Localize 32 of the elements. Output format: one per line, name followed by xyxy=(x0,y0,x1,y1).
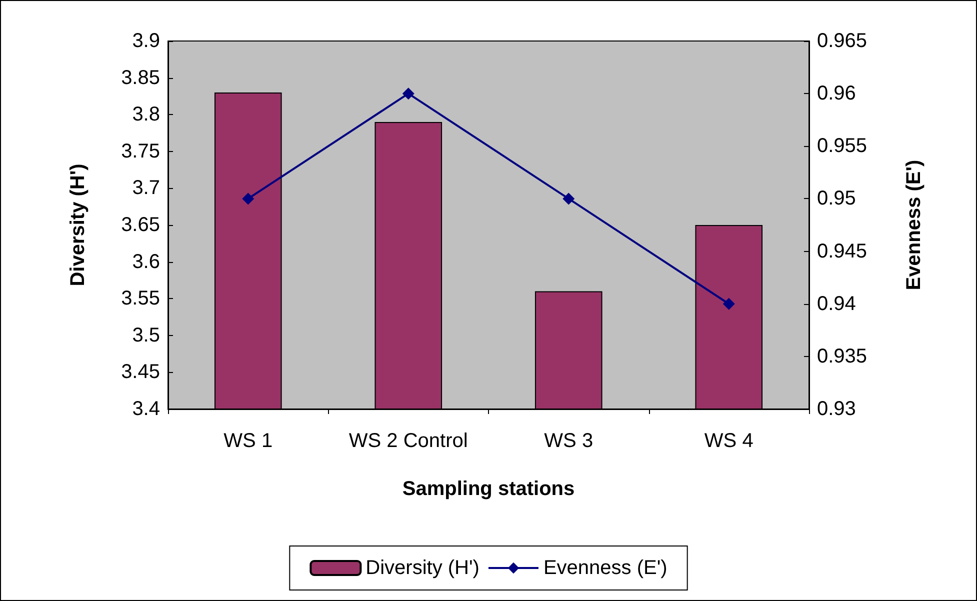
y2-tick-label: 0.94 xyxy=(817,292,856,315)
y-tick-label: 3.4 xyxy=(132,398,160,420)
y-tick-label: 3.55 xyxy=(121,288,160,310)
y2-axis-title: Evenness (E') xyxy=(903,160,925,290)
y-tick-label: 3.8 xyxy=(132,104,160,126)
y2-tick-label: 0.935 xyxy=(817,345,868,368)
y2-tick-label: 0.95 xyxy=(817,188,856,210)
x-axis-title: Sampling stations xyxy=(402,478,575,500)
y-tick-label: 3.85 xyxy=(121,66,160,89)
x-tick-label: WS 1 xyxy=(224,430,273,452)
point xyxy=(562,192,575,205)
y-tick-label: 3.6 xyxy=(132,250,160,273)
y-tick-label: 3.75 xyxy=(121,140,160,162)
y2-tick-label: 0.955 xyxy=(817,135,868,158)
x-tick-label: WS 2 Control xyxy=(348,430,468,452)
y-axis-title: Diversity (H') xyxy=(67,164,89,286)
legend-label: Evenness (E') xyxy=(543,557,668,579)
y2-tick-label: 0.96 xyxy=(817,82,856,105)
x-tick-label: WS 4 xyxy=(704,430,754,452)
y-tick-label: 3.7 xyxy=(132,177,160,200)
y2-tick-label: 0.93 xyxy=(817,398,856,420)
y2-tick-label: 0.965 xyxy=(817,30,868,52)
y-tick-label: 3.45 xyxy=(121,361,160,384)
x-tick-label: WS 3 xyxy=(544,430,594,452)
point xyxy=(242,192,254,205)
legend-label: Diversity (H') xyxy=(366,557,480,579)
y2-tick-label: 0.945 xyxy=(817,240,868,262)
point xyxy=(402,88,414,100)
point xyxy=(722,298,735,310)
y-tick-label: 3.65 xyxy=(121,214,160,236)
y-tick-label: 3.5 xyxy=(132,324,160,346)
y-tick-label: 3.9 xyxy=(132,30,160,52)
